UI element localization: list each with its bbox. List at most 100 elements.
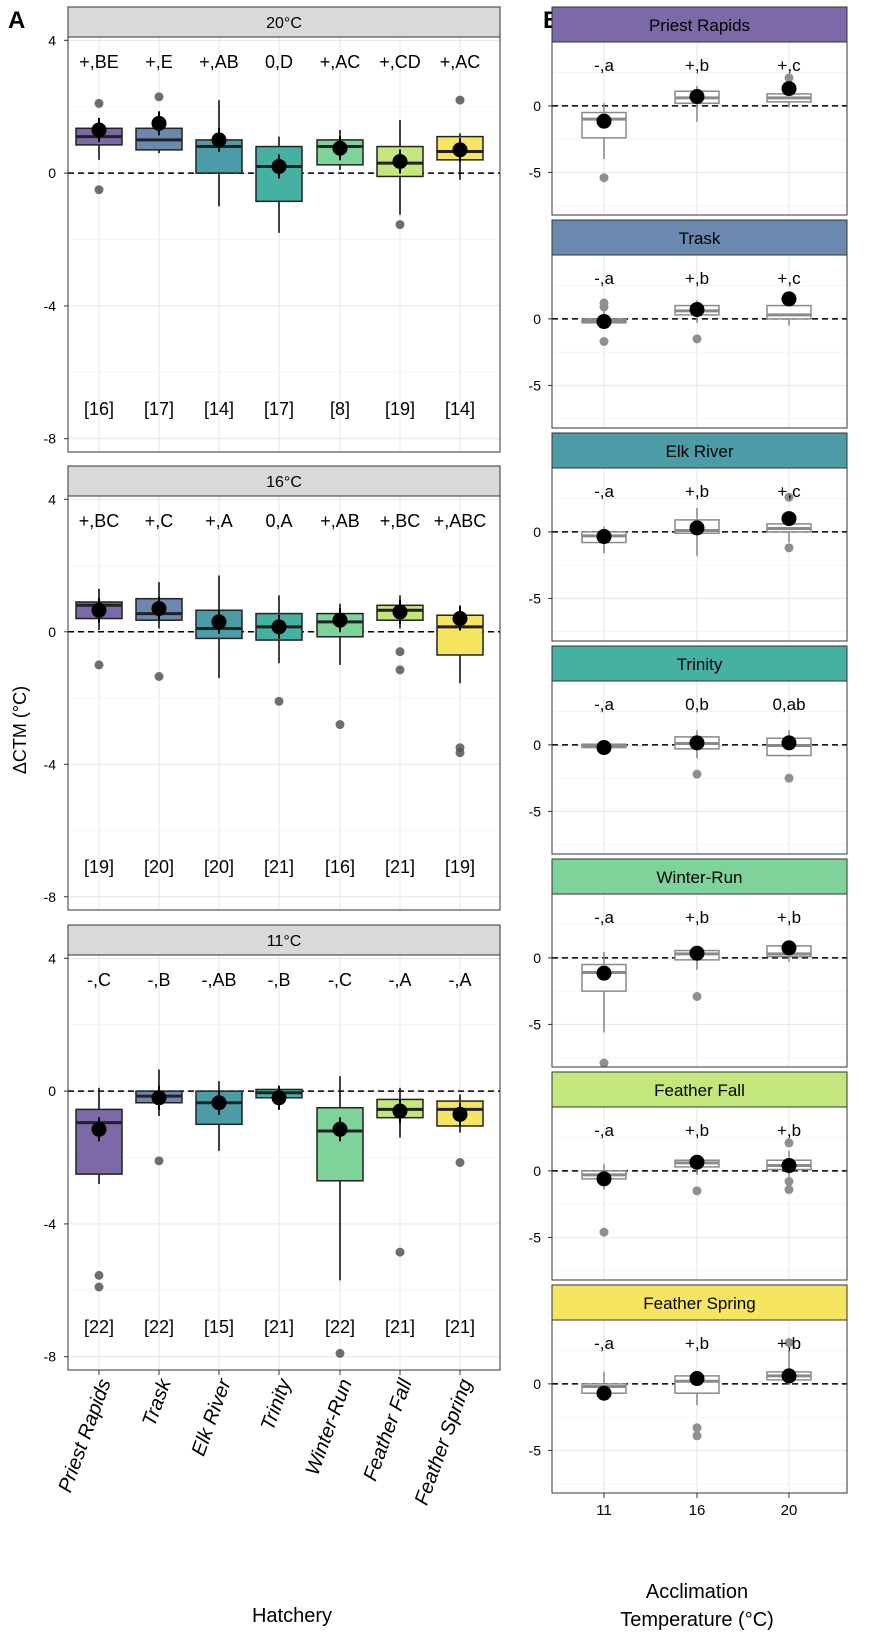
significance-letter: +,BC: [380, 511, 421, 531]
sample-size: [17]: [144, 399, 174, 419]
outlier-point: [692, 1423, 702, 1433]
outlier-point: [94, 660, 104, 670]
outlier-point: [784, 773, 794, 783]
facet-strip-label: Trinity: [677, 655, 723, 674]
box-20: [766, 73, 812, 108]
panel-a-x-axis-label: Hatchery: [252, 1605, 332, 1627]
box-Priest Rapids: [75, 588, 123, 670]
y-tick-label: 0: [533, 524, 541, 540]
significance-letter: +,b: [685, 482, 709, 501]
mean-point: [392, 1103, 408, 1119]
sample-size: [22]: [325, 1317, 355, 1337]
box-Feather Spring: [436, 95, 484, 180]
panel-border: [551, 1319, 848, 1494]
sample-size: [8]: [330, 399, 350, 419]
sample-size: [14]: [204, 399, 234, 419]
box-Trinity: [255, 595, 303, 706]
box-Trinity: [255, 1085, 303, 1110]
x-tick-label: Trinity: [257, 1375, 296, 1433]
significance-letter: -,a: [594, 269, 614, 288]
box-Priest Rapids: [75, 1087, 123, 1292]
mean-point: [596, 965, 612, 981]
mean-point: [151, 601, 167, 617]
box-Trask: [135, 582, 183, 682]
x-tick-label: 20: [781, 1502, 798, 1519]
outlier-point: [784, 1138, 794, 1148]
mean-point: [689, 520, 705, 536]
mean-point: [332, 140, 348, 156]
significance-letter: +,b: [685, 269, 709, 288]
mean-point: [596, 113, 612, 129]
significance-letter: -,C: [87, 970, 111, 990]
y-tick-label: 0: [48, 165, 56, 181]
box-Winter-Run: [316, 603, 364, 730]
outlier-point: [455, 748, 465, 758]
mean-point: [781, 1158, 797, 1174]
mean-point: [781, 1368, 797, 1384]
facet-Elk River: Elk River 0 -5 -,a +,b +,c: [529, 432, 848, 642]
mean-point: [596, 529, 612, 545]
facet-strip-label: Winter-Run: [657, 868, 743, 887]
outlier-point: [395, 665, 405, 675]
mean-point: [392, 604, 408, 620]
mean-point: [596, 1385, 612, 1401]
box-16: [674, 945, 720, 1001]
significance-letter: 0,D: [265, 52, 293, 72]
y-tick-label: 0: [533, 950, 541, 966]
panel-border: [551, 893, 848, 1068]
outlier-point: [154, 672, 164, 682]
facet-strip: [67, 924, 501, 956]
facet-Trask: Trask 0 -5 -,a +,b +,c: [529, 219, 848, 429]
mean-point: [689, 1154, 705, 1170]
significance-letter: +,ABC: [434, 511, 487, 531]
significance-letter: -,a: [594, 482, 614, 501]
sample-size: [16]: [84, 399, 114, 419]
sample-size: [22]: [84, 1317, 114, 1337]
box-11: [581, 298, 627, 346]
mean-point: [689, 89, 705, 105]
facet-Trinity: Trinity 0 -5 -,a 0,b 0,ab: [529, 645, 848, 855]
box-Feather Fall: [376, 1087, 424, 1257]
significance-letter: +,E: [145, 52, 173, 72]
panel-a-y-axis-label: ΔCTM (°C): [10, 686, 30, 774]
y-tick-label: -5: [529, 1016, 542, 1032]
outlier-point: [94, 98, 104, 108]
y-tick-label: -5: [529, 1442, 542, 1458]
mean-point: [271, 1090, 287, 1106]
panel-label-a: A: [8, 7, 25, 34]
panel-border: [67, 36, 501, 453]
facet-Priest Rapids: Priest Rapids 0 -5 -,a +,b +,c: [529, 6, 848, 216]
significance-letter: -,a: [594, 1121, 614, 1140]
panel-border: [551, 680, 848, 855]
facet-strip: [551, 645, 848, 682]
mean-point: [151, 115, 167, 131]
mean-point: [211, 614, 227, 630]
x-tick-label: 11: [596, 1502, 612, 1519]
outlier-point: [395, 647, 405, 657]
y-tick-label: 0: [533, 311, 541, 327]
mean-point: [596, 1171, 612, 1187]
box-16: [674, 1154, 720, 1196]
box-16: [674, 300, 720, 344]
sample-size: [21]: [385, 857, 415, 877]
mean-point: [211, 132, 227, 148]
x-tick-label: 16: [689, 1502, 706, 1519]
significance-letter: -,C: [328, 970, 352, 990]
outlier-point: [692, 1431, 702, 1441]
box-11: [581, 1164, 627, 1237]
significance-letter: -,a: [594, 56, 614, 75]
significance-letter: -,a: [594, 695, 614, 714]
sample-size: [19]: [445, 857, 475, 877]
mean-point: [689, 735, 705, 751]
y-tick-label: 0: [48, 624, 56, 640]
outlier-point: [784, 1177, 794, 1187]
facet-strip-label: Elk River: [665, 442, 733, 461]
box-Winter-Run: [316, 129, 364, 170]
facet-Feather Fall: Feather Fall 0 -5 -,a +,b +,b: [529, 1071, 848, 1281]
panel-b-x-axis-label-line1: Acclimation: [646, 1581, 748, 1603]
facet-strip-label: Priest Rapids: [649, 16, 750, 35]
mean-point: [596, 740, 612, 756]
y-tick-label: -5: [529, 1229, 542, 1245]
box-20: [766, 291, 812, 326]
